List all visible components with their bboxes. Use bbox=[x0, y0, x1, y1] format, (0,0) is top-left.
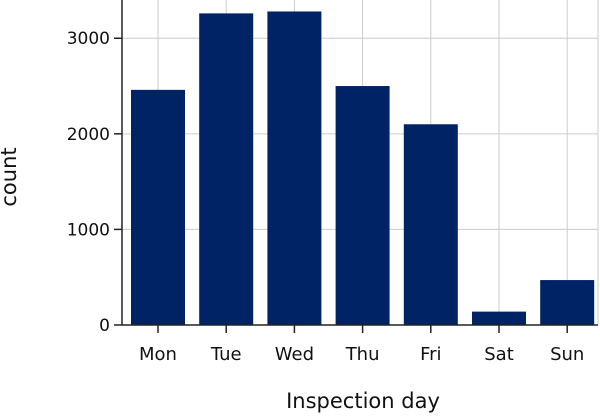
bar-mon bbox=[131, 89, 185, 326]
bar-fri bbox=[403, 124, 458, 325]
x-tick-label: Mon bbox=[139, 344, 177, 365]
x-tick-label: Thu bbox=[345, 344, 380, 365]
bar-sun bbox=[540, 280, 595, 325]
axis-layer: 0 1000 2000 3000 Mon Tue Wed Thu Fri Sat Sun bbox=[67, 0, 598, 365]
bar-wed bbox=[267, 11, 322, 326]
bar-tue bbox=[199, 13, 254, 325]
y-tick-label: 2000 bbox=[67, 125, 110, 145]
bar-layer bbox=[131, 11, 595, 326]
bar-thu bbox=[335, 86, 390, 325]
x-tick-label: Fri bbox=[420, 344, 441, 365]
x-tick-label: Wed bbox=[275, 344, 314, 365]
bar-sat bbox=[472, 311, 526, 325]
x-tick-label: Sat bbox=[484, 344, 514, 365]
y-tick-label: 0 bbox=[99, 316, 110, 336]
y-tick-label: 1000 bbox=[67, 220, 110, 240]
y-tick-label: 3000 bbox=[67, 29, 110, 49]
x-axis-label: Inspection day bbox=[286, 389, 440, 413]
x-tick-label: Sun bbox=[550, 344, 584, 365]
y-axis-label: count bbox=[0, 147, 21, 206]
x-tick-label: Tue bbox=[210, 344, 242, 365]
